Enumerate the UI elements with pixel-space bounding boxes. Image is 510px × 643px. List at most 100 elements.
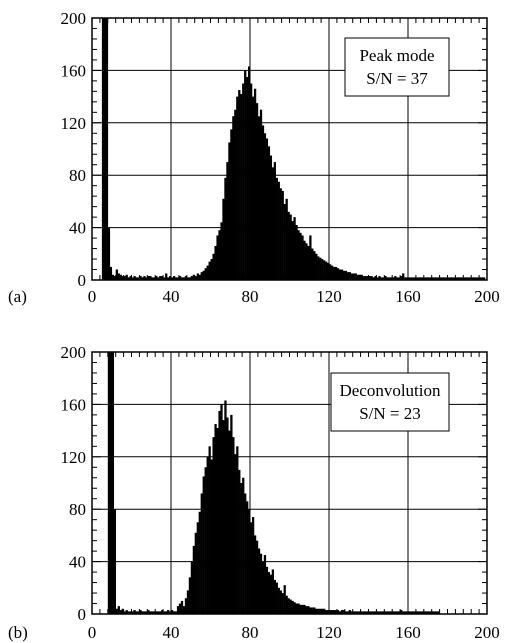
histogram-bar [182, 277, 186, 280]
histogram-bar [443, 277, 446, 280]
histogram-bar [408, 611, 411, 614]
histogram-bar [364, 276, 367, 280]
histogram-bar [202, 476, 205, 614]
histogram-bar [103, 18, 107, 280]
histogram-bar [400, 276, 403, 280]
histogram-bar [277, 181, 280, 280]
histogram-bar [285, 198, 288, 280]
histogram-bar [178, 603, 182, 614]
histogram-bar [269, 155, 273, 280]
histogram-bar [463, 277, 466, 280]
histogram-bar [415, 277, 419, 280]
histogram-bar [425, 277, 429, 280]
histogram-bar [123, 611, 126, 614]
histogram-bar [309, 607, 312, 614]
histogram-bar [356, 611, 359, 614]
histogram-bar [423, 611, 427, 614]
histogram-bar [356, 274, 359, 280]
histogram-bar [153, 277, 156, 280]
histogram-bar [382, 611, 385, 614]
histogram-bar [109, 266, 113, 280]
histogram-bar [111, 352, 115, 614]
histogram-bar [415, 611, 419, 614]
histogram-bar [176, 277, 180, 280]
histogram-bar [423, 277, 427, 280]
histogram-bar [455, 277, 458, 280]
histogram-bar [350, 611, 353, 614]
histogram-bar [348, 272, 352, 280]
histogram-bar [149, 611, 152, 614]
histogram-bar [273, 162, 276, 280]
histogram-bar [224, 400, 227, 614]
histogram-bar [419, 611, 423, 614]
histogram-bar [301, 604, 304, 614]
histogram-bar [431, 277, 434, 280]
y-tick-label: 160 [61, 395, 87, 414]
histogram-bar [176, 606, 180, 614]
panel-label: (a) [8, 287, 27, 306]
histogram-bar [384, 611, 387, 614]
histogram-bar [293, 602, 296, 614]
histogram-bar [184, 276, 188, 280]
histogram-bar [334, 610, 338, 614]
histogram-bar [287, 598, 290, 614]
histogram-bar [309, 235, 312, 280]
histogram-bar [327, 262, 330, 280]
histogram-bar [329, 264, 332, 280]
histogram-bar [123, 276, 126, 280]
y-tick-label: 160 [61, 61, 87, 80]
histogram-bar [255, 540, 259, 614]
histogram-bar [439, 277, 442, 280]
histogram-bar [155, 276, 158, 280]
histogram-bar [370, 276, 373, 280]
histogram-bar [251, 517, 255, 614]
histogram-bar [483, 277, 486, 280]
histogram-bar [473, 277, 476, 280]
annotation-text: Deconvolution [339, 381, 441, 400]
histogram-bar [157, 277, 160, 280]
y-tick-label: 0 [78, 605, 87, 624]
histogram-bar [214, 245, 217, 280]
histogram-bar [161, 276, 164, 280]
histogram-bar [172, 611, 176, 614]
histogram-bar [362, 276, 365, 280]
histogram-bar [236, 96, 239, 280]
histogram-bar [334, 266, 338, 280]
histogram-bar [208, 261, 211, 280]
histogram-bar [238, 469, 241, 614]
histogram-bar [153, 611, 156, 614]
panel-a: 0 40 80 120 160 200 0 40 80 120 160 200 (a) Peak mode… [8, 9, 500, 306]
histogram-bar [358, 274, 361, 280]
x-tick-label: 0 [88, 287, 97, 306]
histogram-bar [340, 610, 344, 614]
histogram-bar [271, 569, 274, 614]
histogram-bar [250, 83, 253, 280]
histogram-bar [467, 277, 470, 280]
plot-frame [91, 17, 488, 281]
histogram-bar [220, 404, 223, 614]
histogram-bar [165, 273, 168, 280]
histogram-bar [188, 577, 192, 614]
histogram-bar [368, 611, 371, 614]
histogram-bar [386, 277, 389, 280]
histogram-bar [265, 566, 269, 614]
histogram-bar [378, 276, 381, 280]
histogram-bar [165, 611, 168, 614]
histogram-bar [297, 230, 300, 280]
histogram-bar [133, 610, 136, 614]
histogram-bar [234, 454, 237, 614]
histogram-bar [113, 276, 116, 280]
histogram-bar [244, 70, 247, 281]
histogram-bar [147, 276, 150, 280]
histogram-bar [228, 430, 231, 614]
histogram-bar [222, 420, 225, 614]
histogram-bar [242, 477, 245, 614]
histogram-bar [141, 611, 144, 614]
histogram-bar [459, 277, 462, 280]
histogram-bar [198, 511, 201, 614]
histogram-bar [216, 235, 219, 280]
histogram-bar [299, 604, 302, 614]
x-tick-label: 160 [395, 623, 421, 642]
x-tick-label: 80 [242, 287, 259, 306]
histogram-bar [437, 277, 440, 280]
